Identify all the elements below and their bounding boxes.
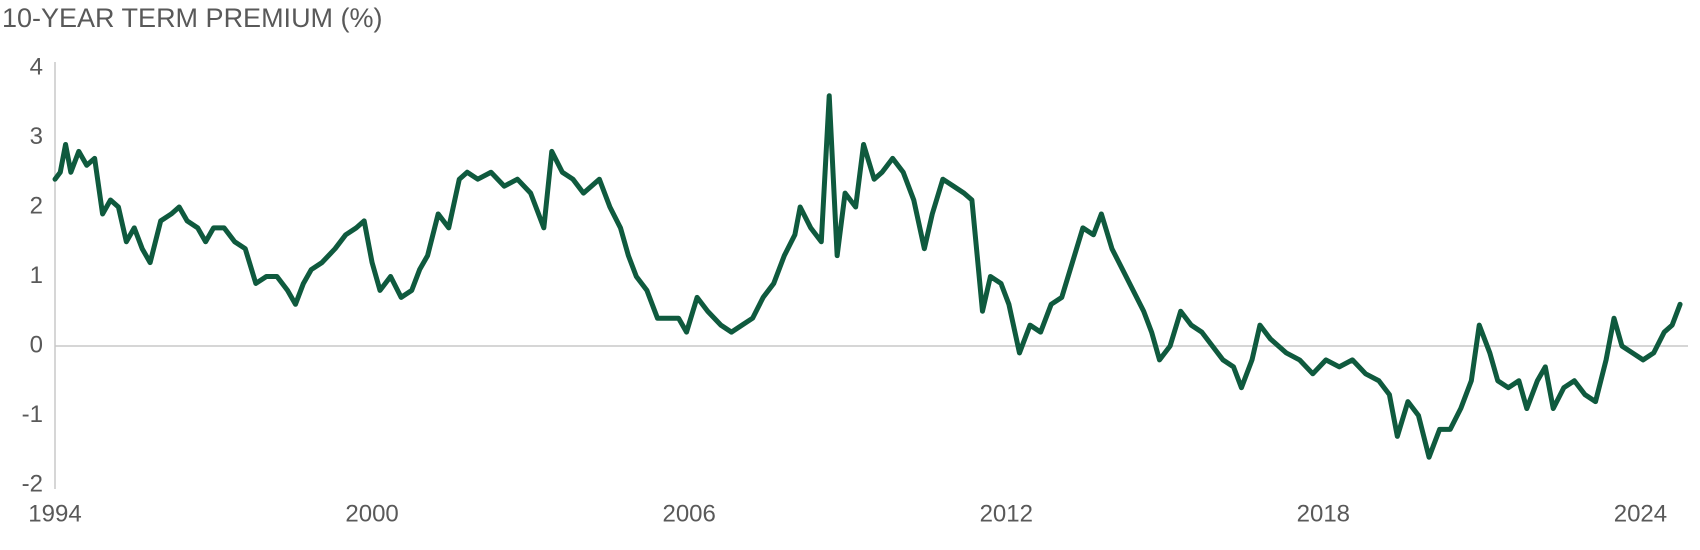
line-series [52,93,1683,460]
x-tick-label: 2024 [1614,500,1667,527]
y-tick-label: 3 [30,123,43,150]
x-tick-label: 1994 [28,500,81,527]
chart-title: 10-YEAR TERM PREMIUM (%) [2,3,383,33]
y-tick-label: 4 [30,53,43,80]
x-tick-label: 2018 [1297,500,1350,527]
x-tick-label: 2012 [980,500,1033,527]
y-tick-label: -1 [22,401,43,428]
y-tick-label: 2 [30,192,43,219]
x-tick-label: 2006 [662,500,715,527]
y-tick-label: -2 [22,470,43,497]
y-tick-label: 1 [30,262,43,289]
x-tick-label: 2000 [345,500,398,527]
y-tick-label: 0 [30,331,43,358]
